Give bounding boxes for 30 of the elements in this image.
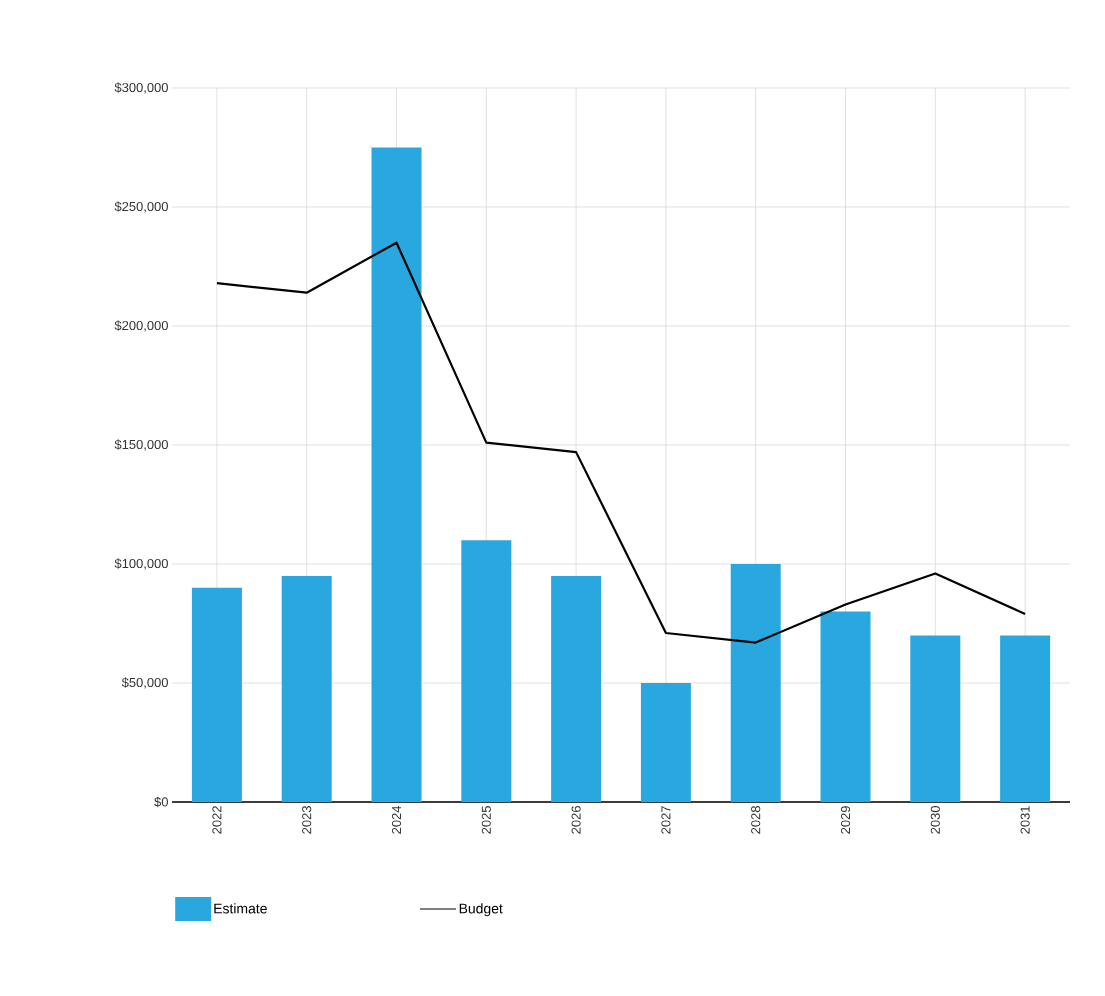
x-tick-label: 2031: [1020, 806, 1030, 834]
x-tick-label: 2023: [302, 806, 312, 834]
x-tick-label: 2022: [212, 806, 222, 834]
bar: [910, 635, 961, 802]
y-tick-label: $300,000: [114, 82, 168, 94]
bar: [820, 611, 871, 802]
x-tick-label: 2026: [571, 806, 581, 834]
line-series: [215, 241, 1027, 644]
y-tick-label: $200,000: [114, 320, 168, 332]
x-tick-label: 2027: [661, 806, 671, 834]
y-tick-label: $250,000: [114, 201, 168, 213]
bar: [281, 575, 332, 802]
bar: [1000, 635, 1051, 802]
y-tick-label: $150,000: [114, 439, 168, 451]
legend-label: Estimate: [214, 903, 267, 914]
y-tick-label: $0: [154, 796, 168, 808]
y-tick-label: $100,000: [114, 558, 168, 570]
x-tick-label: 2025: [481, 806, 491, 834]
bar: [191, 587, 242, 802]
legend-label: Budget: [459, 903, 503, 917]
bar: [461, 540, 512, 802]
x-tick-label: 2024: [391, 805, 402, 834]
bar: [551, 575, 602, 802]
x-tick-label: 2028: [751, 806, 761, 834]
x-tick-label: 2029: [840, 806, 851, 834]
x-tick-label: 2030: [930, 806, 940, 834]
y-tick-label: $50,000: [121, 677, 168, 689]
bar: [640, 683, 691, 802]
bar: [730, 564, 781, 802]
bar: [371, 147, 422, 802]
